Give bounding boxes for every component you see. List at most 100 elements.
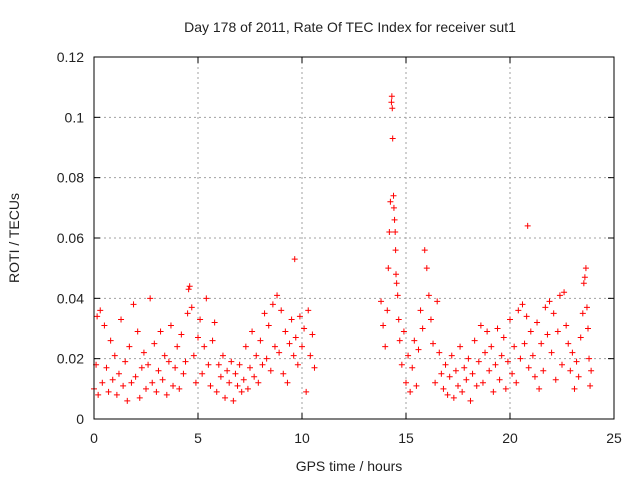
data-point	[284, 379, 291, 386]
data-point	[276, 349, 283, 356]
data-point	[494, 325, 501, 332]
data-point	[569, 349, 576, 356]
data-point	[138, 364, 145, 371]
data-point	[176, 385, 183, 392]
data-point	[257, 337, 264, 344]
data-point	[496, 376, 503, 383]
data-point	[473, 382, 480, 389]
data-point	[274, 292, 281, 299]
data-point	[299, 343, 305, 350]
data-point	[542, 304, 549, 311]
data-point	[504, 358, 511, 365]
data-point	[222, 394, 229, 401]
data-point	[579, 310, 586, 317]
data-point	[488, 343, 495, 350]
data-point	[409, 364, 416, 371]
data-point	[155, 367, 162, 374]
data-point	[186, 283, 193, 290]
data-point	[581, 274, 588, 281]
y-tick-label: 0.04	[57, 290, 84, 306]
data-point	[389, 135, 396, 142]
data-point	[207, 382, 214, 389]
y-tick-label: 0.08	[57, 170, 84, 186]
data-point	[461, 364, 468, 371]
data-point	[484, 328, 491, 335]
data-point	[467, 397, 474, 404]
data-point	[529, 352, 536, 359]
data-point	[490, 388, 497, 395]
data-point	[405, 352, 412, 359]
data-point	[118, 316, 125, 323]
data-point	[126, 343, 133, 350]
data-point	[263, 355, 270, 362]
data-point	[507, 316, 513, 323]
data-point	[271, 343, 278, 350]
data-point	[465, 355, 472, 362]
data-point	[109, 376, 116, 383]
data-point	[180, 370, 187, 377]
data-point	[475, 358, 482, 365]
data-point	[585, 325, 591, 332]
data-point	[500, 334, 507, 341]
data-point	[94, 313, 101, 320]
data-point	[167, 322, 174, 329]
data-point	[554, 328, 561, 335]
data-point	[415, 346, 422, 353]
data-point	[540, 367, 547, 374]
data-point	[392, 247, 399, 254]
y-tick-label: 0.1	[65, 109, 85, 125]
data-point	[509, 370, 516, 377]
data-point	[213, 388, 220, 395]
data-point	[459, 388, 466, 395]
data-point	[573, 358, 580, 365]
data-point	[469, 370, 476, 377]
data-point	[120, 382, 127, 389]
x-tick-label: 5	[194, 430, 202, 446]
data-point	[482, 349, 489, 356]
x-tick-label: 20	[502, 430, 518, 446]
data-point	[134, 328, 141, 335]
data-point	[534, 319, 541, 326]
grid-lines	[94, 57, 614, 419]
data-point	[559, 361, 565, 368]
data-point	[586, 355, 593, 362]
data-point	[546, 298, 553, 305]
data-point	[301, 325, 308, 332]
y-tick-label: 0	[76, 411, 84, 427]
data-point	[291, 256, 298, 263]
data-point	[185, 286, 192, 293]
data-point	[385, 265, 392, 272]
data-point	[455, 382, 461, 389]
data-point	[211, 319, 218, 326]
data-point	[393, 271, 400, 278]
data-point	[184, 310, 191, 317]
data-point	[240, 376, 247, 383]
data-point	[244, 385, 251, 392]
data-point	[477, 322, 484, 329]
data-point	[396, 337, 403, 344]
data-point	[502, 385, 509, 392]
data-point	[201, 343, 208, 350]
y-tick-label: 0.06	[57, 230, 84, 246]
data-point	[267, 367, 274, 374]
data-point	[583, 304, 590, 311]
data-point	[448, 352, 455, 359]
data-point	[172, 364, 179, 371]
data-point	[432, 379, 439, 386]
data-point	[113, 391, 120, 398]
data-point	[122, 358, 129, 365]
x-tick-label: 15	[398, 430, 414, 446]
data-point	[217, 373, 224, 380]
data-point	[130, 301, 137, 308]
data-point	[111, 352, 118, 359]
data-point	[292, 334, 299, 341]
data-point	[192, 379, 199, 386]
data-point	[128, 379, 135, 386]
data-point	[525, 364, 532, 371]
data-point	[527, 328, 534, 335]
data-point	[425, 292, 432, 299]
data-point	[390, 204, 397, 211]
data-point	[124, 397, 131, 404]
data-point	[290, 352, 297, 359]
data-point	[205, 361, 212, 368]
